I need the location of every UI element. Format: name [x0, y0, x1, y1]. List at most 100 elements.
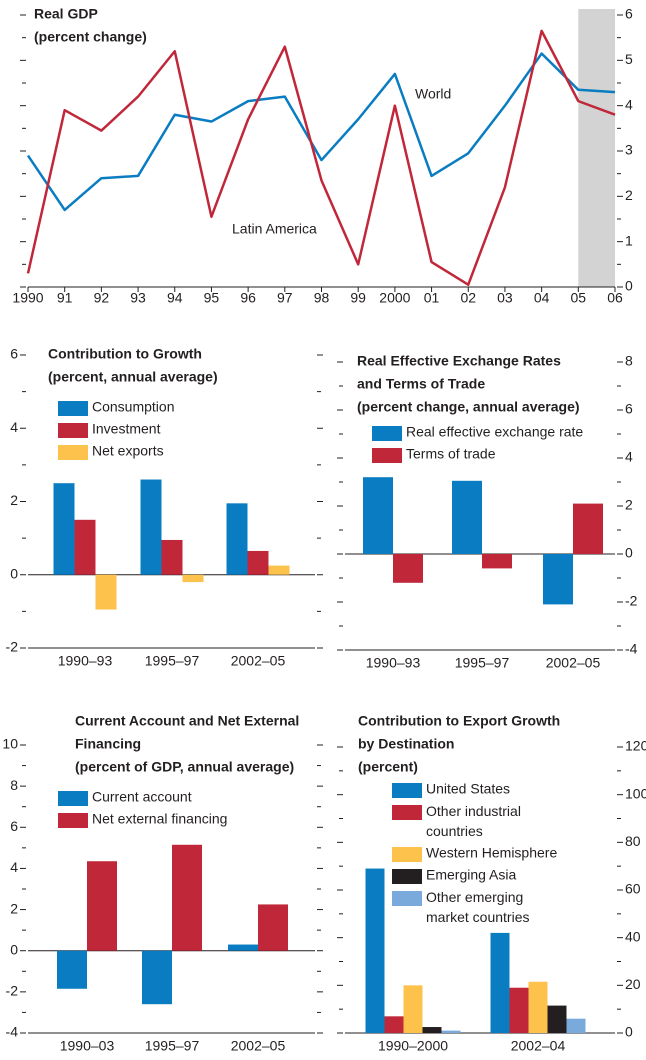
x-tick-label: 1990 — [12, 290, 43, 306]
x-tick-label: 02 — [460, 290, 476, 306]
series-label: Latin America — [232, 221, 317, 237]
x-tick-label: 2002–05 — [546, 655, 601, 671]
y-tick-label: 2 — [625, 187, 633, 203]
x-tick-label: 97 — [277, 290, 293, 306]
chart-title: Contribution to Growth — [48, 346, 202, 362]
legend-swatch — [392, 891, 422, 906]
bar — [182, 574, 204, 583]
y-tick-label: 1 — [625, 232, 633, 248]
y-tick-label: 5 — [625, 51, 633, 67]
y-tick-label: 40 — [625, 928, 641, 944]
chart-title: Current Account and Net External — [75, 713, 299, 729]
legend-label: Western Hemisphere — [426, 845, 557, 861]
chart-title: Real GDP — [34, 6, 98, 22]
y-tick-label: 6 — [10, 346, 18, 362]
bar — [87, 861, 117, 951]
chart-title: Contribution to Export Growth — [358, 713, 560, 729]
y-tick-label: -2 — [6, 983, 19, 999]
legend-swatch — [392, 847, 422, 862]
x-tick-label: 1990–93 — [366, 655, 421, 671]
y-tick-label: -4 — [6, 1024, 19, 1040]
legend-swatch — [372, 448, 402, 463]
y-tick-label: 2 — [10, 900, 18, 916]
chart-subtitle: (percent change, annual average) — [357, 399, 580, 415]
chart-title: Financing — [75, 736, 141, 752]
x-tick-label: 01 — [424, 290, 440, 306]
bar — [566, 1018, 586, 1033]
y-tick-label: 2 — [625, 497, 633, 513]
line-series — [26, 29, 616, 286]
x-tick-label: 04 — [534, 290, 550, 306]
y-tick-label: 0 — [10, 565, 18, 581]
legend-label: Other industrial countries — [426, 803, 521, 839]
bar — [228, 944, 258, 951]
chart-title: Real Effective Exchange Rates — [357, 353, 561, 369]
y-tick-label: -2 — [6, 639, 19, 655]
bar — [74, 519, 96, 575]
y-tick-label: -4 — [625, 641, 638, 657]
x-tick-label: 1995–97 — [455, 655, 510, 671]
y-tick-label: 0 — [625, 278, 633, 294]
legend-swatch — [58, 445, 88, 460]
x-tick-label: 98 — [314, 290, 330, 306]
y-tick-label: 6 — [625, 401, 633, 417]
legend-label: Consumption — [92, 399, 175, 415]
y-tick-label: -2 — [625, 593, 638, 609]
bar — [547, 1005, 567, 1033]
y-tick-label: 120 — [625, 738, 646, 754]
x-tick-label: 2002–04 — [511, 1038, 566, 1054]
y-tick-label: 2 — [10, 492, 18, 508]
bar — [247, 550, 269, 575]
legend-label: Terms of trade — [406, 446, 496, 462]
x-tick-label: 05 — [571, 290, 587, 306]
chart-subtitle: (percent, annual average) — [48, 369, 218, 385]
x-tick-label: 99 — [350, 290, 366, 306]
x-tick-label: 91 — [57, 290, 73, 306]
legend-label: Current account — [92, 789, 192, 805]
line-series — [26, 52, 616, 212]
x-tick-label: 95 — [204, 290, 220, 306]
chart-title: and Terms of Trade — [357, 376, 485, 392]
bar — [509, 987, 529, 1033]
x-tick-label: 96 — [240, 290, 256, 306]
bar — [441, 1030, 461, 1033]
y-tick-label: 6 — [625, 6, 633, 22]
y-tick-label: 8 — [10, 777, 18, 793]
y-tick-label: 0 — [625, 545, 633, 561]
x-tick-label: 2002–05 — [231, 653, 286, 669]
bar — [452, 480, 482, 554]
projection-band — [578, 9, 615, 287]
y-tick-label: 20 — [625, 976, 641, 992]
bar — [268, 565, 290, 575]
y-tick-label: 0 — [10, 941, 18, 957]
x-tick-label: 1990–93 — [58, 653, 113, 669]
legend-swatch — [58, 401, 88, 416]
bar — [393, 554, 423, 583]
chart-subtitle: (percent) — [358, 759, 418, 775]
x-tick-label: 2002–05 — [231, 1038, 286, 1054]
bar — [365, 868, 385, 1033]
y-tick-label: 100 — [625, 785, 646, 801]
legend-label: United States — [426, 781, 510, 797]
x-tick-label: 06 — [607, 290, 623, 306]
bar — [258, 904, 288, 951]
bar — [482, 554, 512, 569]
y-tick-label: 80 — [625, 833, 641, 849]
y-tick-label: 3 — [625, 142, 633, 158]
bar — [95, 574, 117, 610]
x-tick-label: 94 — [167, 290, 183, 306]
legend-swatch — [58, 423, 88, 438]
x-tick-label: 1995–97 — [145, 653, 200, 669]
y-tick-label: 4 — [625, 449, 633, 465]
legend-swatch — [58, 813, 88, 828]
y-tick-label: 8 — [625, 353, 633, 369]
bar — [422, 1027, 442, 1033]
bar — [226, 503, 248, 575]
legend-swatch — [392, 783, 422, 798]
x-tick-label: 1990–2000 — [378, 1038, 448, 1054]
bar — [543, 554, 573, 605]
x-tick-label: 2000 — [379, 290, 410, 306]
y-tick-label: 10 — [2, 736, 18, 752]
